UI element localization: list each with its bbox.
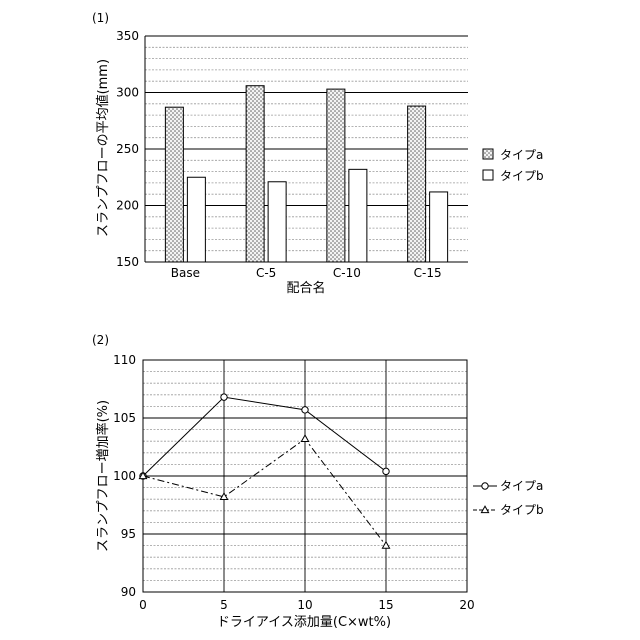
bar-type-a [408,106,426,262]
chart1-xlabel: 配合名 [286,280,325,296]
legend-label: タイプa [500,479,543,493]
bar-type-b [187,177,205,262]
x-tick-label: C-15 [414,266,442,280]
y-tick-label: 250 [116,142,139,156]
x-tick-label: 5 [220,598,228,612]
panel-1-label: (1) [92,11,109,25]
bar-type-a [327,89,345,262]
data-point-type-b [301,435,308,441]
x-tick-label: 15 [378,598,393,612]
x-tick-label: 10 [297,598,312,612]
y-tick-label: 110 [113,353,136,367]
y-tick-label: 300 [116,86,139,100]
chart2-plot: 90 95 100 105 110 0 5 10 15 20 タイプa タイプb [113,353,544,612]
legend-label: タイプa [500,148,543,162]
y-tick-label: 200 [116,199,139,213]
data-point-type-a [383,468,389,474]
chart1-ylabel: スランプフローの平均値(mm) [95,59,111,237]
data-point-type-a [302,407,308,413]
series-line-type-b [143,439,386,546]
legend-label: タイプb [500,169,544,183]
legend-swatch [483,149,493,159]
data-point-type-a [221,394,227,400]
x-tick-label: C-10 [333,266,361,280]
bar-type-b [430,192,448,262]
legend-marker-triangle [481,506,488,512]
panel-2-label: (2) [92,333,109,347]
bar-type-b [349,169,367,262]
y-tick-label: 350 [116,29,139,43]
x-tick-label: C-5 [256,266,276,280]
legend-marker-circle [482,483,488,489]
x-tick-label: Base [171,266,200,280]
y-tick-label: 90 [121,585,136,599]
y-tick-label: 95 [121,527,136,541]
bar-type-a [165,107,183,262]
data-point-type-b [382,542,389,548]
chart2-ylabel: スランプフロー増加率(%) [95,400,111,552]
x-tick-label: 0 [139,598,147,612]
y-tick-label: 105 [113,411,136,425]
chart1-plot: 150 200 250 300 350 Base C-5 C-10 C-15 タイプa タイプb [116,29,544,280]
x-tick-label: 20 [459,598,474,612]
y-tick-label: 150 [116,255,139,269]
bar-type-b [268,182,286,262]
legend-swatch [483,170,493,180]
chart2-xlabel: ドライアイス添加量(C×wt%) [217,615,391,630]
bar-type-a [246,86,264,262]
legend-label: タイプb [500,503,544,517]
y-tick-label: 100 [113,469,136,483]
